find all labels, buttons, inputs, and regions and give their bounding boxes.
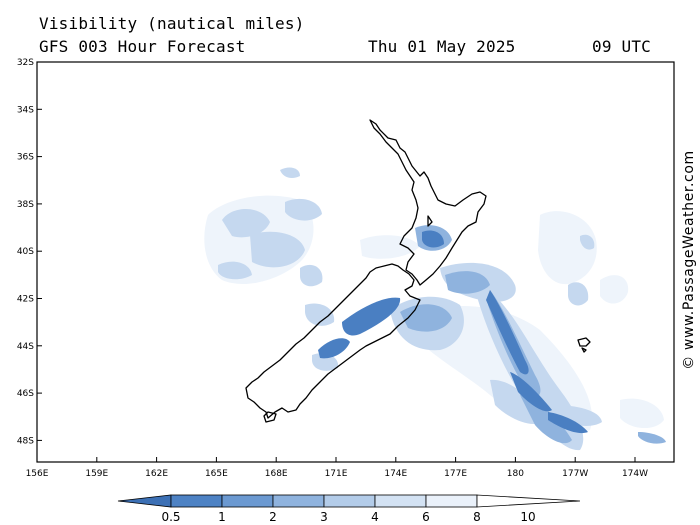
forecast-time: 09 UTC	[592, 37, 651, 56]
legend-swatch	[374, 494, 427, 508]
map-title: Visibility (nautical miles)	[39, 14, 305, 33]
lon-tick-label: 159E	[85, 469, 108, 479]
lon-tick-label: 177E	[444, 469, 467, 479]
forecast-model-label: GFS 003 Hour Forecast	[39, 37, 246, 56]
lat-tick-label: 46S	[17, 389, 34, 399]
legend-label: 1	[218, 510, 226, 524]
chatham-islands-coastline	[577, 337, 591, 347]
legend-label: 6	[422, 510, 430, 524]
legend-label: 3	[320, 510, 328, 524]
lat-tick-label: 42S	[17, 295, 34, 305]
latitude-axis: 32S 34S 36S 38S 40S 42S 44S 46S 48S	[17, 58, 42, 446]
map-frame	[36, 61, 675, 463]
legend-swatch	[476, 494, 581, 508]
lon-tick-label: 180	[507, 469, 524, 479]
legend-swatch	[272, 494, 325, 508]
visibility-shading	[204, 167, 666, 451]
legend-swatch	[117, 494, 172, 508]
longitude-axis: 156E 159E 162E 165E 168E 171E 174E 177E 180 177W 1…	[26, 457, 648, 479]
lon-tick-label: 165E	[205, 469, 228, 479]
south-island-coastline	[245, 263, 421, 419]
legend-swatch	[170, 494, 223, 508]
legend-swatch	[221, 494, 274, 508]
stewart-island-coastline	[263, 411, 277, 423]
legend-label: 8	[473, 510, 481, 524]
coastline	[245, 119, 591, 423]
legend-label: 10	[520, 510, 535, 524]
visibility-dark	[318, 230, 588, 434]
lat-tick-label: 34S	[17, 105, 34, 115]
legend-swatch	[323, 494, 376, 508]
lat-tick-label: 48S	[17, 436, 34, 446]
visibility-legend: 0.5 1 2 3 4 6 8 10	[117, 494, 581, 524]
lon-tick-label: 162E	[145, 469, 168, 479]
lon-tick-label: 177W	[562, 469, 588, 479]
lon-tick-label: 174W	[622, 469, 648, 479]
forecast-date: Thu 01 May 2025	[368, 37, 516, 56]
lon-tick-label: 156E	[26, 469, 49, 479]
legend-label: 4	[371, 510, 379, 524]
lon-tick-label: 174E	[384, 469, 407, 479]
lon-tick-label: 168E	[265, 469, 288, 479]
legend-label: 2	[269, 510, 277, 524]
lat-tick-label: 44S	[17, 342, 34, 352]
lat-tick-label: 40S	[17, 247, 34, 257]
legend-label: 0.5	[161, 510, 180, 524]
credit-text: © www.PassageWeather.com	[681, 150, 697, 370]
north-island-coastline	[369, 119, 487, 286]
lat-tick-label: 32S	[17, 58, 34, 68]
legend-swatch	[425, 494, 478, 508]
lon-tick-label: 171E	[325, 469, 348, 479]
lat-tick-label: 38S	[17, 200, 34, 210]
lat-tick-label: 36S	[17, 153, 34, 163]
credit-watermark: © www.PassageWeather.com	[679, 60, 699, 460]
